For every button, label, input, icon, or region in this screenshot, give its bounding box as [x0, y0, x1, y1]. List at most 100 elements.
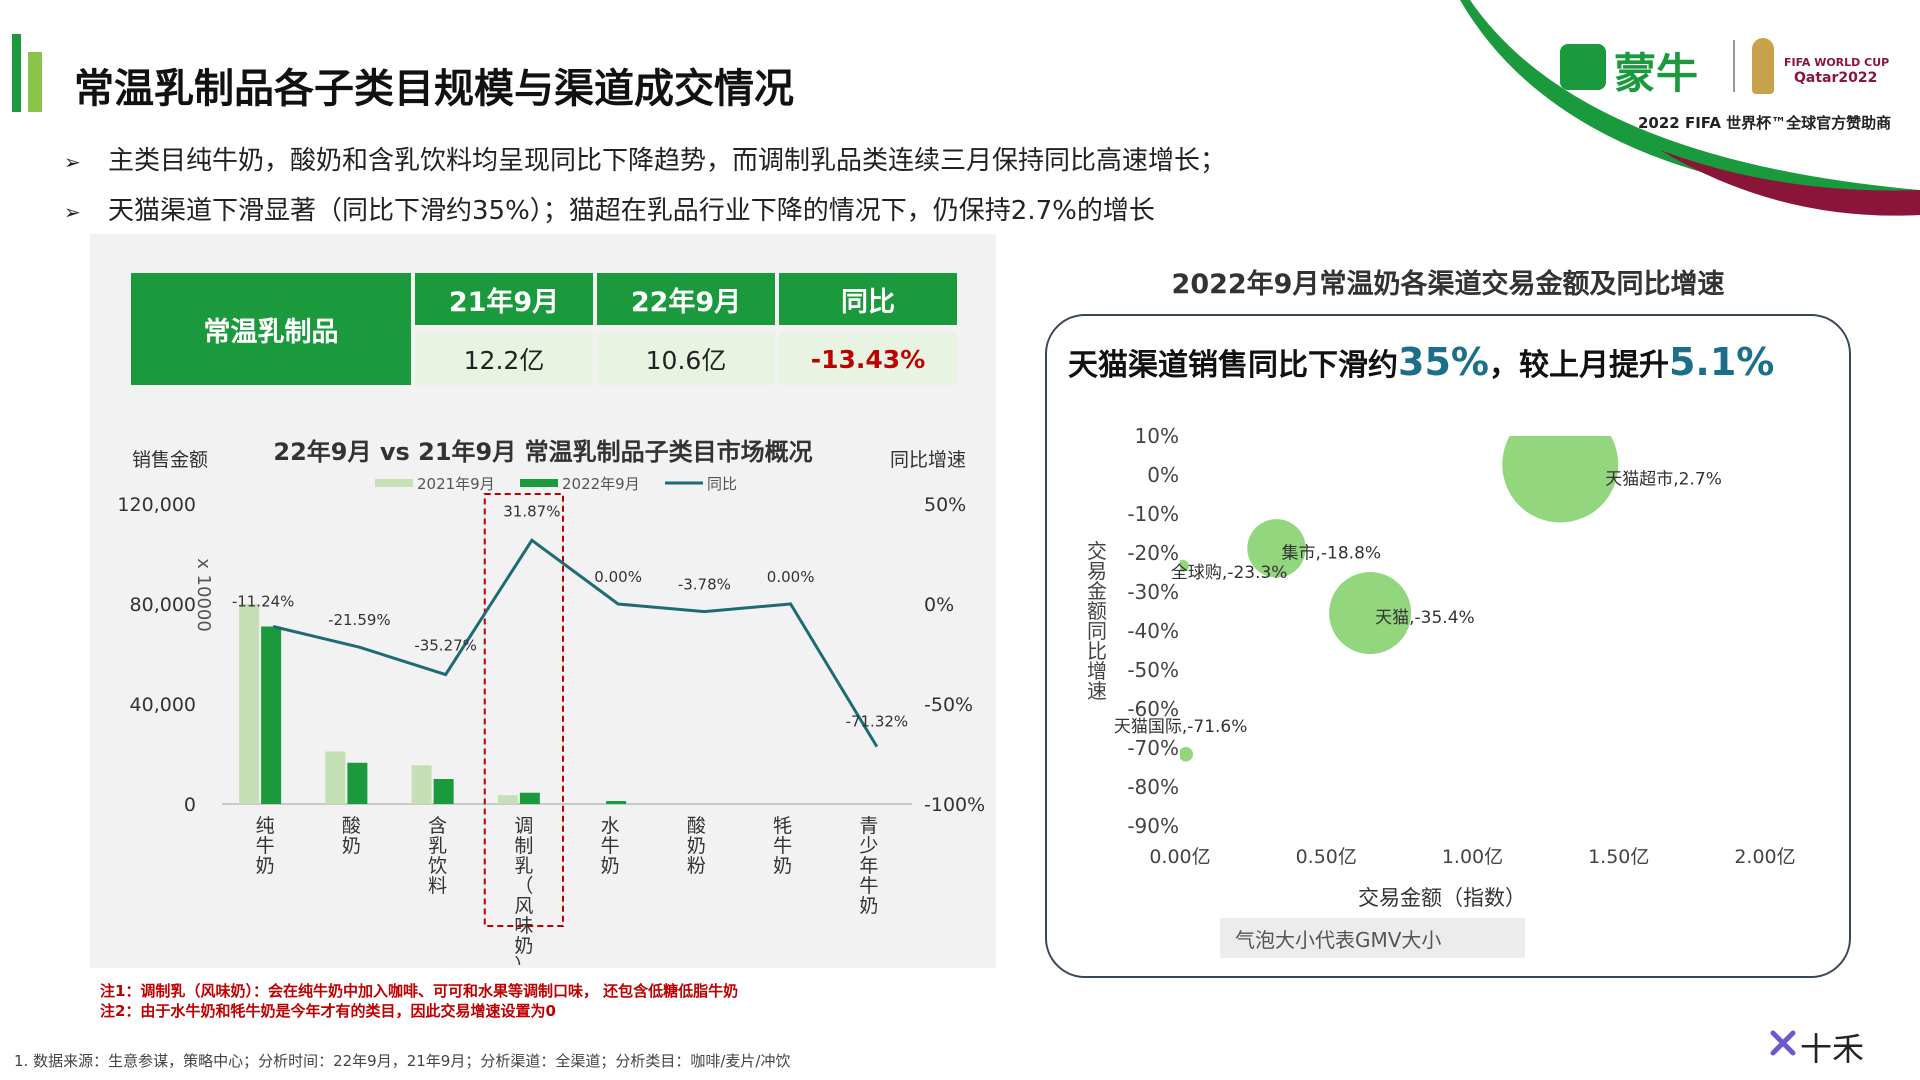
bubble-x-tick-label: 0.00亿 — [1149, 846, 1210, 868]
bubble-label: 集市,-18.8% — [1282, 543, 1382, 563]
brand-swoosh-graphic — [1460, 0, 1920, 216]
bubble-y-tick-label: -10% — [1127, 502, 1179, 526]
bullet-2: ➢ 天猫渠道下滑显著（同比下滑约35%）；猫超在乳品行业下降的情况下，仍保持2.7… — [64, 196, 1155, 226]
summary-table-col-yoy: 同比 — [779, 273, 957, 325]
y-tick-label: 80,000 — [130, 594, 196, 616]
headline-value-improve: 5.1% — [1668, 340, 1775, 384]
legend-label-2: 同比 — [707, 475, 737, 493]
y2-tick-label: -50% — [924, 694, 973, 716]
shihe-logo-icon — [1770, 1030, 1796, 1056]
bubble-label: 天猫,-35.4% — [1375, 608, 1475, 628]
bubble-y-tick-label: -60% — [1127, 697, 1179, 721]
bar-2022年9月-调制乳（风味奶） — [519, 792, 540, 804]
bubble-y-tick-label: -80% — [1127, 775, 1179, 799]
world-cup-trophy-icon — [1752, 38, 1774, 94]
bubble-y-tick-label: -30% — [1127, 580, 1179, 604]
legend-swatch-1 — [520, 479, 558, 487]
bubble-y-tick-label: 10% — [1135, 424, 1179, 448]
title-accent-bar-light — [28, 52, 42, 112]
combo-chart-ylabel: 销售金额 — [132, 449, 208, 471]
x-category-label: 水牛奶 — [601, 815, 620, 877]
bubble-x-tick-label: 2.00亿 — [1734, 846, 1795, 868]
qatar-2022-text: Qatar2022 — [1794, 70, 1878, 86]
y2-tick-label: -100% — [924, 794, 985, 816]
y-tick-label: 0 — [184, 794, 196, 816]
bar-2022年9月-酸奶 — [347, 762, 368, 804]
x-category-label: 含乳饮料 — [428, 815, 447, 897]
summary-table-row-header: 常温乳制品 — [131, 273, 411, 385]
bullet-arrow-icon: ➢ — [64, 150, 81, 174]
headline-value-decline: 35% — [1398, 340, 1489, 384]
x-category-label: 青少年牛奶 — [859, 815, 878, 917]
channel-bubble-chart: 10% 0% -10% -20% -30% -40% -50% -60% -70% -80% -90… — [1087, 424, 1796, 958]
yoy-data-label: -71.32% — [846, 713, 909, 731]
bubble-x-tick-label: 0.50亿 — [1296, 846, 1357, 868]
yoy-line — [272, 538, 879, 748]
bubble-x-tick-label: 1.00亿 — [1442, 846, 1503, 868]
bubble-label: 全球购,-23.3% — [1171, 563, 1288, 583]
bubble-天猫 — [1329, 572, 1412, 655]
yoy-data-label: 0.00% — [594, 568, 642, 586]
x-category-label: 牦牛奶 — [773, 815, 792, 877]
title-accent-bar — [12, 34, 21, 112]
combo-chart-title: 22年9月 vs 21年9月 常温乳制品子类目市场概况 — [273, 438, 812, 466]
summary-table-value-2022: 10.6亿 — [597, 333, 775, 385]
bubble-x-tick-label: 1.50亿 — [1588, 846, 1649, 868]
legend-swatch-0 — [375, 479, 413, 487]
yoy-data-label: -3.78% — [678, 576, 731, 594]
bubble-y-tick-label: 0% — [1147, 463, 1179, 487]
bar-2021年9月-酸奶 — [325, 751, 346, 804]
fifa-world-cup-text: FIFA WORLD CUP — [1784, 56, 1890, 69]
summary-table-col-2022: 22年9月 — [597, 273, 775, 325]
bubble-x-axis-label: 交易金额（指数） — [1358, 886, 1526, 910]
x-category-label: 调制乳（风味奶） — [514, 815, 533, 965]
y-tick-label: 120,000 — [117, 494, 196, 516]
x-category-label: 酸奶 — [342, 815, 361, 857]
bubble-y-axis-label: 交易金额同比增速 — [1087, 539, 1107, 703]
data-source-footnote: 1. 数据来源：生意参谋，策略中心；分析时间：22年9月，21年9月；分析渠道：… — [14, 1052, 791, 1070]
logo-divider — [1733, 40, 1735, 92]
yoy-data-label: -21.59% — [328, 611, 391, 629]
legend-label-1: 2022年9月 — [562, 475, 640, 493]
bar-2021年9月-纯牛奶 — [239, 604, 260, 804]
bubble-全球购 — [1180, 559, 1189, 572]
bubble-label: 天猫国际,-71.6% — [1114, 717, 1248, 737]
bubble-y-tick-label: -70% — [1127, 736, 1179, 760]
x-category-label: 酸奶粉 — [687, 815, 706, 877]
mengniu-logo-text: 蒙牛 — [1614, 49, 1699, 98]
x-category-label: 纯牛奶 — [256, 815, 275, 877]
yoy-data-label: -11.24% — [232, 592, 295, 610]
combo-chart-y2label: 同比增速 — [890, 449, 966, 471]
bubble-note-text: 气泡大小代表GMV大小 — [1235, 928, 1441, 952]
yoy-data-label: 0.00% — [767, 568, 815, 586]
bubble-group — [1180, 436, 1619, 762]
bar-2021年9月-含乳饮料 — [411, 765, 432, 804]
bubble-chart-headline: 天猫渠道销售同比下滑约35%，较上月提升5.1% — [1068, 340, 1775, 384]
y2-tick-label: 50% — [924, 494, 966, 516]
yoy-data-label: -35.27% — [414, 637, 477, 655]
highlight-box-flavored-milk — [483, 493, 564, 927]
bubble-天猫国际 — [1180, 747, 1194, 762]
bar-2022年9月-水牛奶 — [606, 801, 627, 804]
summary-table-value-2021: 12.2亿 — [415, 333, 593, 385]
note-2: 注2：由于水牛奶和牦牛奶是今年才有的类目，因此交易增速设置为0 — [100, 1002, 556, 1020]
subcategory-combo-chart: 22年9月 vs 21年9月 常温乳制品子类目市场概况 销售金额 同比增速 x 100… — [117, 438, 985, 965]
bubble-y-tick-label: -90% — [1127, 814, 1179, 838]
bubble-y-tick-label: -20% — [1127, 541, 1179, 565]
bubble-note-box — [1220, 918, 1525, 958]
bar-2022年9月-含乳饮料 — [433, 779, 454, 804]
bar-2021年9月-调制乳（风味奶） — [497, 795, 518, 804]
summary-table-col-2021: 21年9月 — [415, 273, 593, 325]
mengniu-logo-icon — [1560, 44, 1606, 90]
legend-label-0: 2021年9月 — [417, 475, 495, 493]
bubble-label: 天猫超市,2.7% — [1605, 469, 1722, 489]
bubble-chart-title: 2022年9月常温奶各渠道交易金额及同比增速 — [1171, 269, 1725, 300]
bubble-集市 — [1247, 519, 1306, 578]
sponsor-text: 2022 FIFA 世界杯™全球官方赞助商 — [1638, 114, 1892, 132]
page-title: 常温乳制品各子类目规模与渠道成交情况 — [74, 66, 794, 112]
bar-2022年9月-纯牛奶 — [261, 626, 282, 804]
y-tick-label: 40,000 — [130, 694, 196, 716]
y2-tick-label: 0% — [924, 594, 954, 616]
shihe-logo-text: 十禾 — [1800, 1030, 1865, 1068]
bubble-chart-frame — [1045, 314, 1851, 978]
